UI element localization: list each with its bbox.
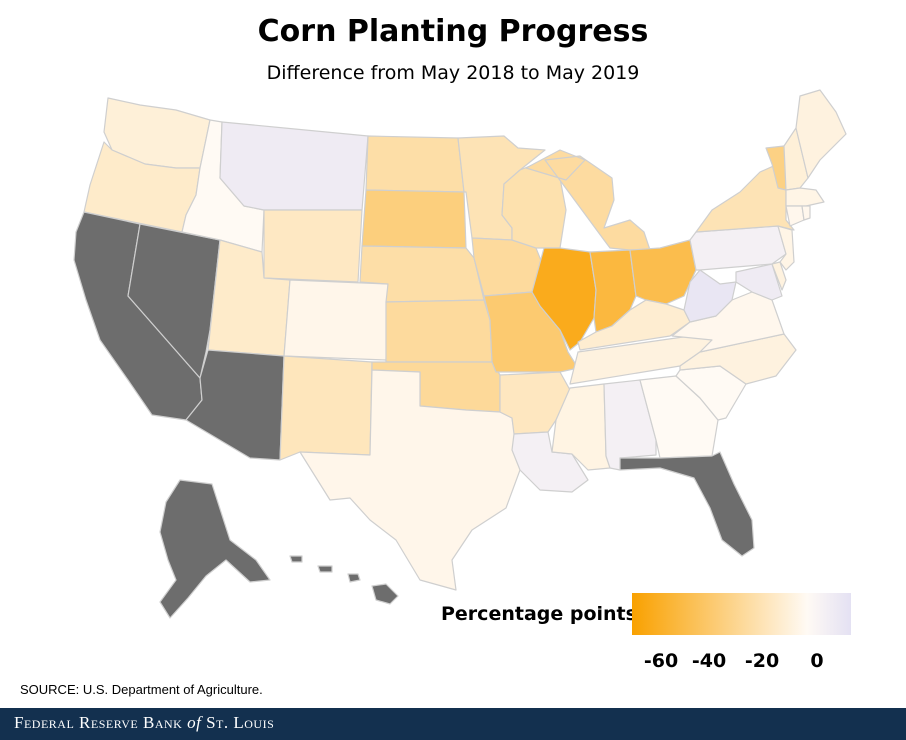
footer-brand-part2: St. Louis <box>201 713 275 732</box>
legend-tick-0: 0 <box>810 650 824 672</box>
map-title: Corn Planting Progress <box>257 14 649 49</box>
state-ks <box>385 299 493 363</box>
footer-brand-part1: Federal Reserve Bank <box>14 713 188 732</box>
footer-bar: Federal Reserve Bank of St. Louis <box>0 708 906 740</box>
footer-brand-of: of <box>187 713 202 732</box>
state-tx <box>299 369 521 591</box>
state-mt <box>219 121 369 211</box>
legend-color-bar <box>632 593 851 635</box>
state-ma <box>785 187 825 207</box>
state-co <box>283 279 389 361</box>
state-oh <box>629 239 697 305</box>
state-nc <box>679 333 797 385</box>
legend-tick-minus-60: -60 <box>643 650 679 672</box>
footer-brand: Federal Reserve Bank of St. Louis <box>14 713 274 733</box>
us-choropleth-map <box>73 89 847 619</box>
state-ri <box>801 205 811 221</box>
state-sd <box>361 189 467 249</box>
state-mi <box>525 149 651 251</box>
state-nh <box>783 127 809 191</box>
state-pa <box>689 225 787 271</box>
state-de <box>771 261 787 291</box>
legend-tick-minus-20: -20 <box>744 650 780 672</box>
map-subtitle: Difference from May 2018 to May 2019 <box>266 62 640 84</box>
state-hi <box>289 555 399 605</box>
source-note: SOURCE: U.S. Department of Agriculture. <box>20 682 263 697</box>
legend-label: Percentage points <box>441 603 637 625</box>
state-nd <box>365 135 465 193</box>
state-fl <box>619 451 755 557</box>
state-nm <box>279 355 373 461</box>
state-wy <box>263 209 363 283</box>
state-ak <box>159 479 271 619</box>
state-me <box>795 89 847 179</box>
state-vt <box>765 145 787 191</box>
state-la <box>511 431 589 493</box>
legend-tick-minus-40: -40 <box>691 650 727 672</box>
